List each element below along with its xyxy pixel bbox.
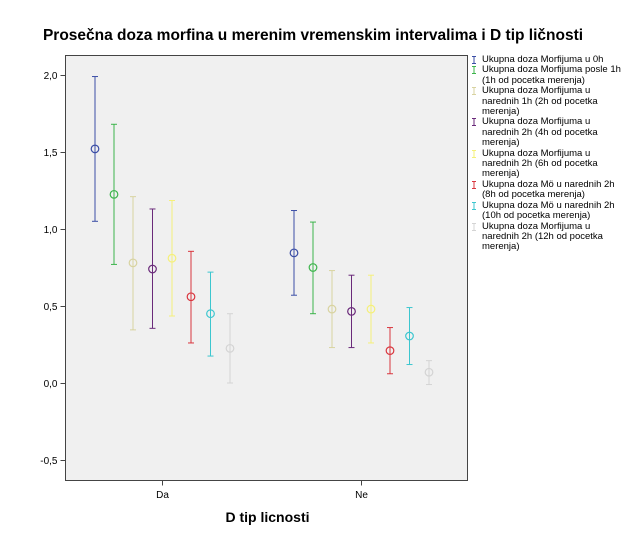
legend-label: Ukupna doza Morfijuma u narednih 2h (4h … xyxy=(482,116,598,149)
legend-item: Ukupna doza Mö u narednih 2h (8h od poce… xyxy=(470,178,626,201)
y-axis: -0,5 0,0 0,5 1,0 1,5 2,0 xyxy=(40,71,66,467)
x-axis-label: D tip licnosti xyxy=(225,509,310,525)
legend-item: Ukupna doza Morfijuma u narednih 2h (12h… xyxy=(470,220,626,253)
mean-marker xyxy=(90,144,100,154)
mean-marker xyxy=(167,253,177,263)
legend-item: Ukupna doza Morfijuma u narednih 2h (4h … xyxy=(470,117,626,148)
error-bar xyxy=(109,123,119,265)
mean-marker xyxy=(405,331,414,341)
legend-label: Ukupna doza Morfijuma u narednih 2h (12h… xyxy=(482,220,603,253)
legend-swatch-icon xyxy=(470,222,480,232)
legend-swatch-icon xyxy=(470,65,480,75)
chart-title: Prosečna doza morfina u merenim vremensk… xyxy=(42,27,584,44)
error-bar xyxy=(225,313,235,384)
mean-marker xyxy=(128,258,138,268)
error-bar xyxy=(347,274,356,349)
mean-marker xyxy=(424,367,434,377)
error-bar xyxy=(128,196,138,331)
y-tick-label: 2,0 xyxy=(44,71,58,82)
legend-item: Ukupna doza Morfijuma posle 1h (1h od po… xyxy=(470,65,626,86)
legend-label: Ukupna doza Mö u narednih 2h (8h od poce… xyxy=(482,178,615,201)
mean-marker xyxy=(385,346,395,356)
legend-swatch-icon xyxy=(470,55,480,65)
error-bar xyxy=(167,200,177,317)
error-bar xyxy=(327,270,337,349)
y-tick-label: -0,5 xyxy=(40,456,58,467)
error-bar xyxy=(186,250,196,344)
y-tick-label: 0,0 xyxy=(44,379,58,390)
legend-label: Ukupna doza Mö u narednih 2h (10h od poc… xyxy=(482,199,615,222)
legend-label: Ukupna doza Morfijuma posle 1h (1h od po… xyxy=(482,64,621,86)
legend-swatch-icon xyxy=(470,201,480,211)
legend-swatch-icon xyxy=(470,149,480,159)
legend-swatch-icon xyxy=(470,117,480,127)
error-bar xyxy=(308,221,318,315)
legend-item: Ukupna doza Mö u narednih 2h (10h od poc… xyxy=(470,199,626,222)
mean-marker xyxy=(289,248,299,258)
error-bar xyxy=(385,327,395,375)
legend-label: Ukupna doza Morfijuma u narednih 1h (2h … xyxy=(482,85,598,118)
legend-item: Ukupna doza Morfijuma u narednih 2h (6h … xyxy=(470,147,626,180)
legend-swatch-icon xyxy=(470,86,480,96)
legend-swatch-icon xyxy=(470,180,480,190)
mean-marker xyxy=(347,306,356,316)
y-tick-label: 0,5 xyxy=(44,302,58,313)
legend-label: Ukupna doza Morfijuma u 0h xyxy=(482,54,604,65)
x-tick-label: Da xyxy=(156,490,169,501)
y-tick-label: 1,0 xyxy=(44,225,58,236)
mean-marker xyxy=(186,292,196,302)
x-tick-label: Ne xyxy=(355,490,368,501)
error-bar xyxy=(405,307,414,366)
mean-marker xyxy=(206,309,215,319)
legend-item: Ukupna doza Morfijuma u 0h xyxy=(470,54,626,65)
mean-marker xyxy=(109,189,119,199)
mean-marker xyxy=(366,304,376,314)
mean-marker xyxy=(327,304,337,314)
x-axis: Da Ne xyxy=(156,480,368,501)
legend-label: Ukupna doza Morfijuma u narednih 2h (6h … xyxy=(482,147,598,180)
mean-marker xyxy=(148,264,157,274)
error-bar xyxy=(424,360,434,386)
error-bar xyxy=(366,274,376,344)
error-bar xyxy=(289,210,299,296)
mean-marker xyxy=(308,263,318,272)
error-bar xyxy=(90,76,100,222)
error-bars xyxy=(90,76,434,386)
mean-marker xyxy=(225,343,235,353)
legend: Ukupna doza Morfijuma u 0h Ukupna doza Mo… xyxy=(470,54,626,253)
y-tick-label: 1,5 xyxy=(44,148,58,159)
error-bar xyxy=(148,208,157,329)
plot-area xyxy=(65,55,468,481)
error-bar xyxy=(206,271,215,357)
legend-item: Ukupna doza Morfijuma u narednih 1h (2h … xyxy=(470,85,626,118)
